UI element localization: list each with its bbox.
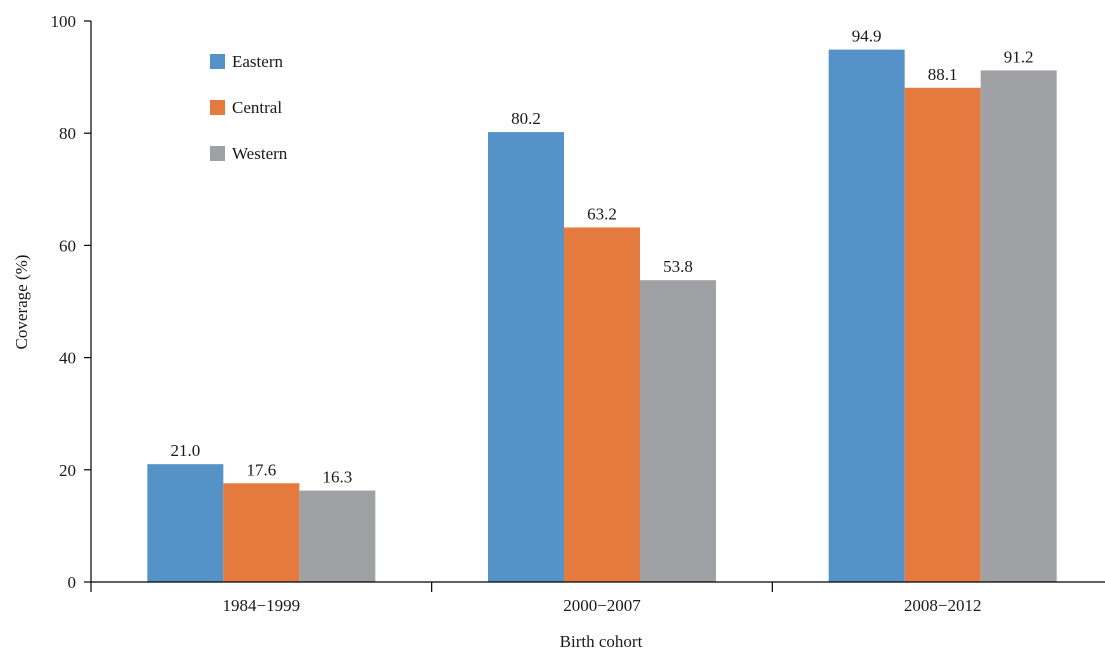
legend-label: Western <box>232 144 288 163</box>
x-axis-ticks: 1984−1999 2000−2007 2008−2012 <box>90 582 982 615</box>
bar-eastern <box>488 132 564 582</box>
y-tick-label: 60 <box>59 236 76 255</box>
y-axis-ticks: 0 20 40 60 80 100 <box>51 12 91 592</box>
y-tick-label: 20 <box>59 461 76 480</box>
data-label: 88.1 <box>928 65 958 84</box>
legend: Eastern Central Western <box>210 52 288 163</box>
data-label: 94.9 <box>852 27 882 46</box>
y-tick-label: 0 <box>68 573 77 592</box>
x-tick-label: 2008−2012 <box>904 596 982 615</box>
x-axis-title: Birth cohort <box>560 632 643 651</box>
legend-swatch-western <box>210 146 225 161</box>
bar-western <box>299 490 376 582</box>
data-label: 21.0 <box>170 441 200 460</box>
data-label: 16.3 <box>322 468 352 487</box>
bars <box>147 49 1057 583</box>
data-labels: 21.0 17.6 16.3 80.2 63.2 53.8 94.9 88.1 91.2 <box>170 27 1033 487</box>
bar-western <box>980 70 1057 583</box>
data-label: 80.2 <box>511 109 541 128</box>
x-tick-label: 2000−2007 <box>563 596 641 615</box>
legend-label: Central <box>232 98 282 117</box>
data-label: 91.2 <box>1004 47 1034 66</box>
y-axis-title: Coverage (%) <box>12 255 31 350</box>
data-label: 53.8 <box>663 257 693 276</box>
bar-central <box>904 87 981 582</box>
bar-western <box>640 280 716 582</box>
bar-central <box>564 227 640 582</box>
x-tick-label: 1984−1999 <box>223 596 301 615</box>
bar-central <box>223 483 300 582</box>
y-tick-label: 40 <box>59 349 76 368</box>
y-tick-label: 100 <box>51 12 77 31</box>
legend-label: Eastern <box>232 52 283 71</box>
bar-eastern <box>828 49 905 582</box>
legend-swatch-central <box>210 100 225 115</box>
y-tick-label: 80 <box>59 124 76 143</box>
data-label: 17.6 <box>246 460 276 479</box>
legend-swatch-eastern <box>210 54 225 69</box>
bar-eastern <box>147 464 224 582</box>
data-label: 63.2 <box>587 204 617 223</box>
